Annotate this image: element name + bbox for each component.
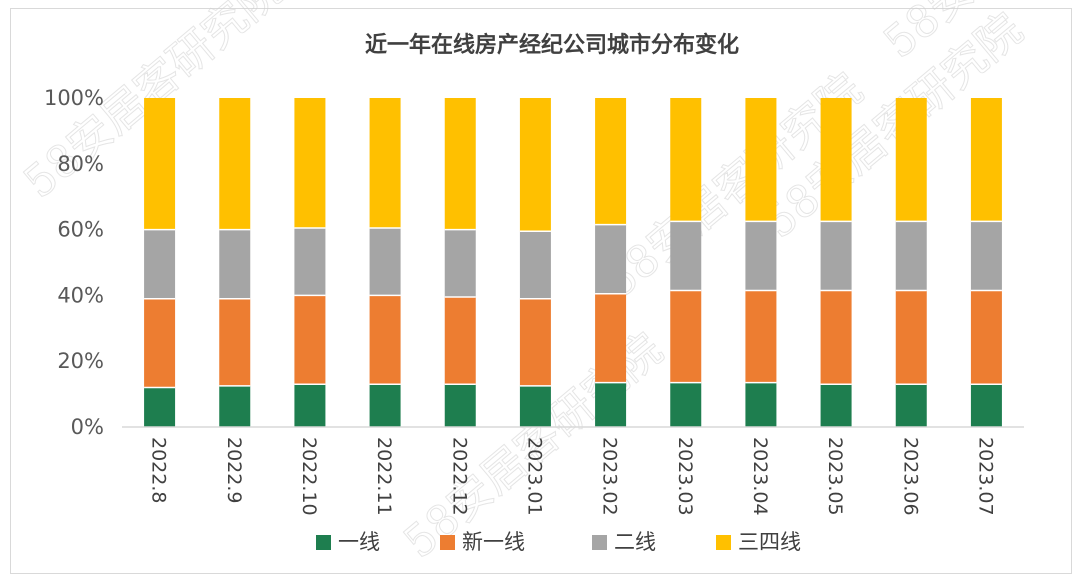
bar-segment-二线	[219, 229, 251, 299]
bar-segment-二线	[820, 221, 852, 291]
x-tick-label: 2022.10	[298, 437, 320, 516]
y-tick-label: 60%	[57, 218, 104, 242]
bar-segment-一线	[144, 387, 176, 427]
legend-label: 二线	[614, 530, 656, 554]
bar-segment-新一线	[595, 293, 627, 383]
y-tick-label: 40%	[57, 283, 104, 307]
x-tick-label: 2023.07	[974, 437, 996, 516]
y-tick-label: 80%	[57, 152, 104, 176]
bar-segment-三四线	[670, 98, 702, 222]
x-tick-label: 2022.11	[373, 437, 395, 516]
y-tick-label: 100%	[44, 86, 104, 110]
bar-segment-三四线	[369, 98, 401, 228]
bar-segment-三四线	[820, 98, 852, 222]
bar-segment-三四线	[745, 98, 777, 222]
bar-segment-一线	[444, 384, 476, 427]
x-tick-label: 2022.9	[223, 437, 245, 503]
bar-segment-新一线	[970, 290, 1002, 385]
legend-label: 新一线	[462, 530, 525, 554]
x-tick-label: 2023.04	[749, 437, 771, 516]
x-tick-label: 2023.01	[523, 437, 545, 516]
bar-segment-一线	[670, 382, 702, 427]
bar-segment-二线	[670, 221, 702, 291]
bar-segment-三四线	[970, 98, 1002, 222]
legend-swatch	[592, 535, 607, 550]
bar-segment-三四线	[519, 98, 551, 232]
x-tick-label: 2023.02	[599, 437, 621, 516]
bar-segment-一线	[895, 384, 927, 427]
bar-segment-二线	[519, 231, 551, 299]
bar-segment-一线	[294, 384, 326, 427]
bar-segment-新一线	[820, 290, 852, 385]
bar-segment-一线	[820, 384, 852, 427]
y-axis: 0% 20% 40% 60% 80% 100%	[44, 86, 104, 439]
x-tick-label: 2023.05	[824, 437, 846, 516]
legend-label: 三四线	[738, 530, 801, 554]
legend-swatch	[440, 535, 455, 550]
bar-segment-新一线	[895, 290, 927, 385]
bar-segment-三四线	[144, 98, 176, 230]
bar-segment-新一线	[219, 298, 251, 386]
bar-segment-新一线	[369, 295, 401, 385]
bar-segment-新一线	[670, 290, 702, 383]
bar-segment-二线	[369, 227, 401, 296]
bar-segment-三四线	[294, 98, 326, 228]
bar-segment-二线	[745, 221, 777, 291]
bar-segment-三四线	[895, 98, 927, 222]
legend-label: 一线	[338, 530, 380, 554]
bar-segment-一线	[219, 385, 251, 427]
x-axis: 2022.8 2022.9 2022.10 2022.11 2022.12 2023.01…	[148, 437, 997, 516]
x-tick-label: 2022.12	[448, 437, 470, 516]
bar-segment-二线	[595, 224, 627, 294]
bars-layer	[144, 98, 1002, 427]
x-tick-label: 2023.03	[674, 437, 696, 516]
x-tick-label: 2022.8	[148, 437, 170, 503]
bar-segment-一线	[595, 382, 627, 427]
bar-segment-二线	[294, 227, 326, 296]
bar-segment-三四线	[219, 98, 251, 230]
bar-segment-二线	[444, 229, 476, 298]
bar-segment-新一线	[745, 290, 777, 383]
bar-segment-一线	[970, 384, 1002, 427]
bar-segment-新一线	[144, 298, 176, 388]
chart-title: 近一年在线房产经纪公司城市分布变化	[365, 32, 739, 58]
legend: 一线 新一线 二线 三四线	[316, 530, 801, 554]
x-tick-label: 2023.06	[899, 437, 921, 516]
bar-segment-二线	[144, 229, 176, 299]
bar-segment-二线	[970, 221, 1002, 291]
bar-segment-一线	[519, 385, 551, 427]
legend-swatch	[716, 535, 731, 550]
bar-segment-一线	[369, 384, 401, 427]
y-tick-label: 0%	[71, 415, 104, 439]
bar-segment-新一线	[444, 297, 476, 385]
bar-segment-新一线	[294, 295, 326, 385]
legend-swatch	[316, 535, 331, 550]
bar-segment-新一线	[519, 298, 551, 386]
y-tick-label: 20%	[57, 349, 104, 373]
bar-segment-一线	[745, 382, 777, 427]
bar-segment-三四线	[595, 98, 627, 225]
bar-segment-二线	[895, 221, 927, 291]
bar-segment-三四线	[444, 98, 476, 230]
